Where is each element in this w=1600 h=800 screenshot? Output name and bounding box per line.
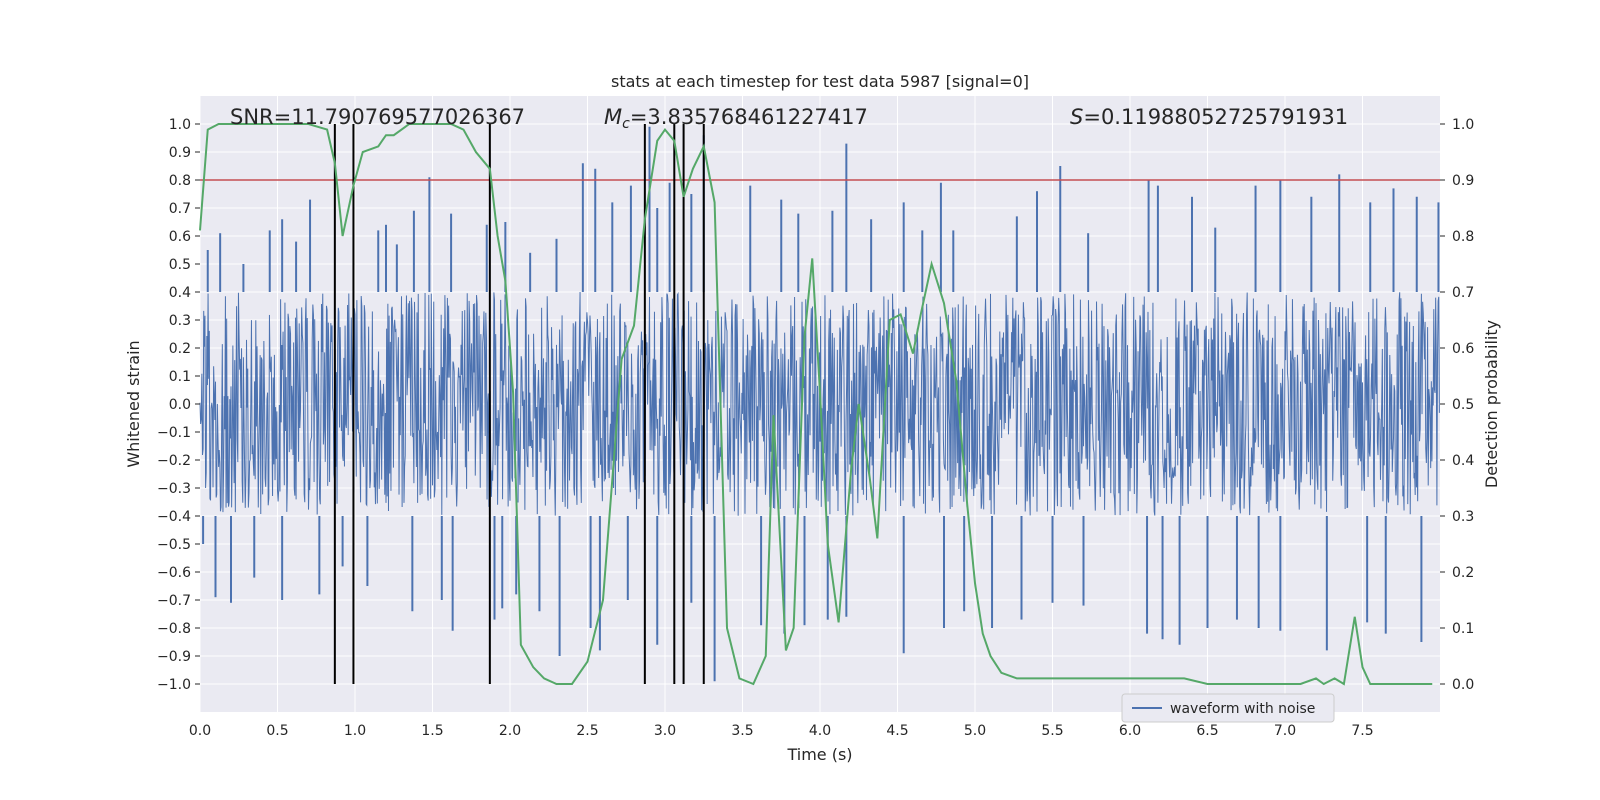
x-tick-label: 7.5: [1351, 723, 1373, 739]
y-tick-label: −0.4: [157, 509, 191, 525]
snr-annotation: SNR=11.790769577026367: [230, 105, 525, 129]
x-ticks: 0.0 0.5 1.0 1.5 2.0 2.5 3.0 3.5 4.0 4.5 5.0 5.5 6.0 6…: [189, 723, 1374, 739]
y2-tick-label: 0.8: [1452, 229, 1474, 245]
y2-tick-label: 0.4: [1452, 453, 1474, 469]
s-symbol: S: [1070, 105, 1083, 129]
y-tick-label: −0.2: [157, 453, 191, 469]
chart-title: stats at each timestep for test data 598…: [611, 72, 1029, 91]
legend-box: [1121, 693, 1335, 723]
y2-tick-label: 0.3: [1452, 509, 1474, 525]
x-tick-label: 2.5: [576, 723, 598, 739]
y-tick-label: 1.0: [169, 117, 191, 133]
x-tick-label: 6.0: [1119, 723, 1141, 739]
y-tick-label: −0.5: [157, 537, 191, 553]
x-tick-label: 3.0: [654, 723, 676, 739]
x-tick-label: 1.0: [344, 723, 366, 739]
y2-tick-label: 0.9: [1452, 173, 1474, 189]
y-tick-label: 0.1: [169, 369, 191, 385]
x-tick-label: 0.5: [266, 723, 288, 739]
probability-series: [199, 123, 1433, 686]
y-tick-label: −0.3: [157, 481, 191, 497]
y-tick-label: −0.7: [157, 593, 191, 609]
x-tick-label: 6.5: [1196, 723, 1218, 739]
y-tick-label: 0.6: [169, 229, 191, 245]
x-tick-label: 4.5: [886, 723, 908, 739]
y-tick-label: 0.5: [169, 257, 191, 273]
y-tick-label: −0.6: [157, 565, 191, 581]
y-axis-label: Whitened strain: [124, 340, 143, 467]
s-annotation: S=0.11988052725791931: [1070, 105, 1348, 129]
y-ticks: −1.0 −0.9 −0.8 −0.7 −0.6 −0.5 −0.4 −0.3 −0.2 −0.1…: [157, 117, 200, 693]
x-axis-label: Time (s): [786, 745, 852, 764]
mc-symbol: M: [604, 105, 622, 129]
x-tick-label: 4.0: [809, 723, 831, 739]
x-tick-label: 1.5: [421, 723, 443, 739]
legend-entry: waveform with noise: [1170, 701, 1315, 717]
s-value: =0.11988052725791931: [1083, 105, 1348, 129]
y2-tick-label: 0.1: [1452, 621, 1474, 637]
mc-subscript: c: [622, 116, 630, 132]
y-tick-label: −1.0: [157, 677, 191, 693]
x-tick-label: 5.5: [1041, 723, 1063, 739]
y-tick-label: 0.9: [169, 145, 191, 161]
y2-tick-label: 0.7: [1452, 285, 1474, 301]
y2-ticks: 0.0 0.1 0.2 0.3 0.4 0.5 0.6 0.7 0.8 0.9 1.0: [1440, 117, 1474, 693]
strain-series: [199, 126, 1440, 682]
y2-axis-label: Detection probability: [1482, 320, 1501, 488]
x-tick-label: 5.0: [964, 723, 986, 739]
y-tick-label: −0.8: [157, 621, 191, 637]
y-tick-label: −0.1: [157, 425, 191, 441]
probability-line: [199, 123, 1433, 686]
x-tick-label: 3.5: [731, 723, 753, 739]
y2-tick-label: 0.0: [1452, 677, 1474, 693]
y-tick-label: 0.8: [169, 173, 191, 189]
mc-value: =3.835768461227417: [630, 105, 868, 129]
x-tick-label: 2.0: [499, 723, 521, 739]
y2-tick-label: 0.6: [1452, 341, 1474, 357]
y-tick-label: 0.7: [169, 201, 191, 217]
x-tick-label: 0.0: [189, 723, 211, 739]
y2-tick-label: 0.2: [1452, 565, 1474, 581]
y-tick-label: 0.2: [169, 341, 191, 357]
mc-annotation: Mc=3.835768461227417: [604, 105, 868, 132]
legend: waveform with noise: [1121, 693, 1335, 723]
y2-tick-label: 1.0: [1452, 117, 1474, 133]
y-tick-label: 0.4: [169, 285, 191, 301]
y-tick-label: −0.9: [157, 649, 191, 665]
y-tick-label: 0.3: [169, 313, 191, 329]
x-tick-label: 7.0: [1274, 723, 1296, 739]
y-tick-label: 0.0: [169, 397, 191, 413]
y2-tick-label: 0.5: [1452, 397, 1474, 413]
